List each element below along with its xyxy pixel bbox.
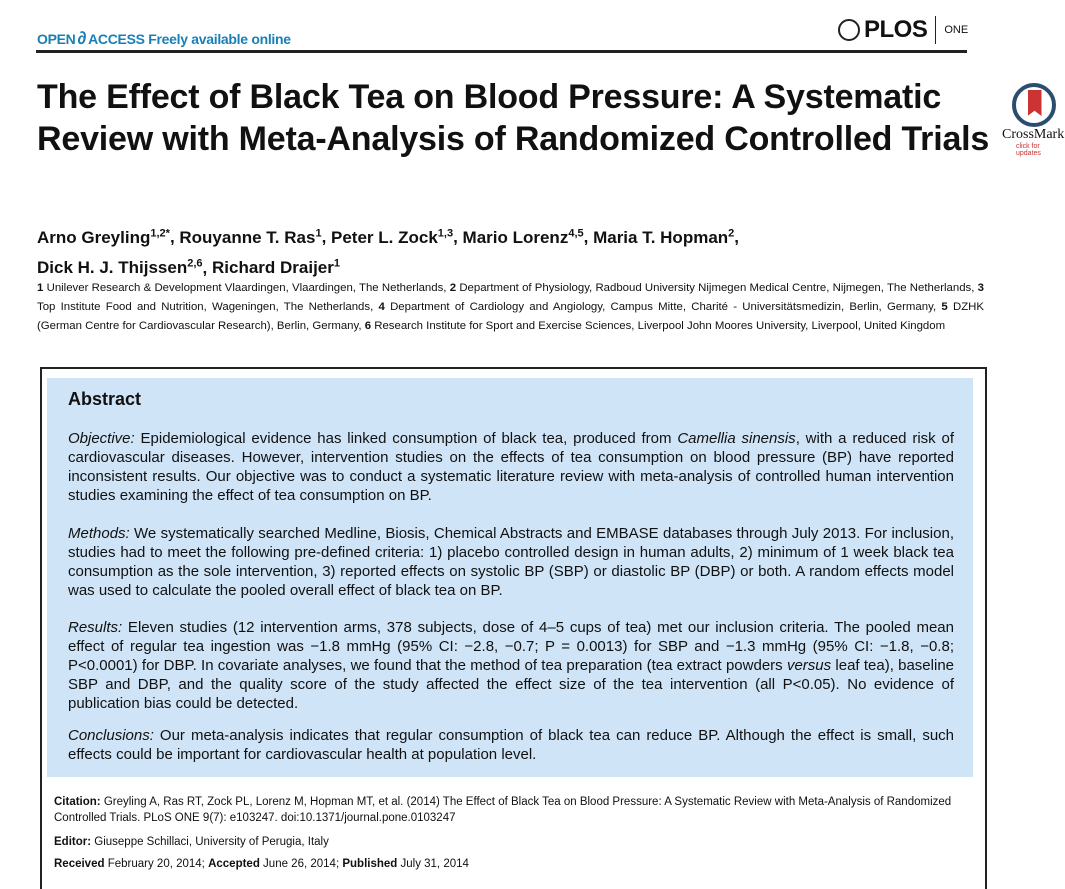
affiliation-text: DZHK (German Centre for Cardiovascular R… [37, 301, 984, 333]
affiliation-number: 3 [977, 282, 984, 294]
section-label: Results: [68, 619, 123, 636]
open-access-lock-icon: ∂ [77, 28, 87, 48]
section-label: Methods: [68, 525, 130, 542]
affiliation-text: Research Institute for Sport and Exercis… [374, 320, 946, 333]
editor-text: Giuseppe Schillaci, University of Perugi… [91, 836, 329, 848]
affiliation: 2 Department of Physiology, Radboud Univ… [450, 282, 978, 294]
section-text: leaf tea), baseline SBP and DBP, and the… [68, 657, 955, 712]
affiliation: 6 Research Institute for Sport and Exerc… [365, 320, 945, 332]
author-affiliation-marker: 1 [315, 227, 322, 239]
crossmark-label: CrossMark [1002, 127, 1065, 142]
open-label: OPEN [37, 31, 76, 47]
access-label: ACCESS [88, 31, 145, 47]
crossmark-icon [1011, 83, 1056, 127]
author-name: Arno Greyling [37, 227, 151, 247]
affiliation-text: Department of Cardiology and Angiology, … [390, 301, 937, 314]
affiliations: 1 Unilever Research & Development Vlaard… [37, 279, 984, 337]
citation-text: Greyling A, Ras RT, Zock PL, Lorenz M, H… [54, 796, 952, 824]
section-label: Objective: [68, 430, 135, 447]
tagline: Freely available online [148, 31, 291, 47]
citation: Citation: Greyling A, Ras RT, Zock PL, L… [54, 794, 974, 826]
section-emphasis: versus [786, 657, 832, 674]
abstract-panel [47, 378, 973, 777]
author-name: Peter L. Zock [331, 227, 438, 247]
abstract-methods: Methods: We systematically searched Medl… [68, 524, 954, 600]
author: Arno Greyling1,2* [37, 227, 170, 247]
abstract-heading: Abstract [68, 389, 142, 409]
affiliation: 5 DZHK (German Centre for Cardiovascular… [37, 301, 984, 332]
author-name: Dick H. J. Thijssen [37, 258, 188, 278]
affiliation-number: 4 [378, 301, 385, 314]
affiliation: 1 Unilever Research & Development Vlaard… [37, 282, 450, 294]
affiliation-text: Top Institute Food and Nutrition, Wageni… [37, 301, 374, 314]
abstract-conclusions: Conclusions: Our meta-analysis indicates… [68, 726, 954, 764]
open-access-banner: OPEN ∂ ACCESS Freely available online [37, 28, 291, 49]
citation-label: Citation: [54, 796, 101, 808]
section-text: We systematically searched Medline, Bios… [68, 525, 954, 599]
author-affiliation-marker: 1,3 [437, 227, 454, 239]
affiliation-text: Unilever Research & Development Vlaardin… [46, 282, 447, 294]
section-emphasis: Camellia sinensis [677, 430, 796, 447]
journal-sub: ONE [944, 24, 969, 36]
editor-label: Editor: [54, 836, 92, 848]
received-label: Received [54, 858, 105, 870]
section-text: Our meta-analysis indicates that regular… [68, 727, 954, 763]
editor: Editor: Giuseppe Schillaci, University o… [54, 834, 974, 850]
paper-title: The Effect of Black Tea on Blood Pressur… [37, 78, 990, 158]
logo-divider [935, 16, 937, 44]
accepted-date: June 26, 2014; [259, 858, 343, 870]
section-label: Conclusions: [68, 727, 154, 744]
received-date: February 20, 2014; [104, 858, 209, 870]
author-name: Maria T. Hopman [593, 227, 729, 247]
accepted-label: Accepted [208, 858, 260, 870]
abstract-results: Results: Eleven studies (12 intervention… [68, 618, 954, 713]
affiliation-number: 2 [449, 282, 457, 294]
header-rule [36, 50, 967, 53]
section-text: , with a reduced risk of cardiovascular … [68, 430, 954, 504]
journal-name: PLOS [864, 16, 928, 43]
author-affiliation-marker: 2 [728, 227, 735, 239]
dates: Received February 20, 2014; Accepted Jun… [54, 856, 974, 872]
author: Maria T. Hopman2 [593, 227, 735, 247]
author-affiliation-marker: 2,6 [187, 257, 203, 270]
author-list: Arno Greyling1,2*, Rouyanne T. Ras1, Pet… [37, 227, 740, 278]
affiliation-number: 1 [37, 282, 44, 294]
author-name: Richard Draijer [211, 258, 334, 278]
author: Peter L. Zock1,3 [331, 227, 454, 247]
abstract-frame [40, 367, 987, 889]
affiliation: 4 Department of Cardiology and Angiology… [378, 301, 941, 313]
affiliation-number: 5 [941, 301, 948, 314]
author: Dick H. J. Thijssen2,6 [37, 257, 203, 278]
crossmark-badge[interactable]: CrossMark click for updates [1002, 83, 1065, 157]
plos-globe-icon [838, 19, 860, 41]
published-label: Published [342, 858, 398, 870]
author-name: Rouyanne T. Ras [179, 227, 316, 247]
author-affiliation-marker: 1 [333, 257, 340, 270]
author-affiliation-marker: 4,5 [568, 227, 584, 239]
crossmark-sub: click for updates [1016, 143, 1041, 157]
section-text: Epidemiological evidence has linked cons… [134, 430, 678, 447]
author: Mario Lorenz4,5 [462, 227, 584, 247]
author-affiliation-marker: 1,2* [150, 227, 170, 239]
affiliation-number: 6 [364, 320, 372, 333]
affiliation-text: Department of Physiology, Radboud Univer… [459, 282, 975, 294]
affiliation: 3 Top Institute Food and Nutrition, Wage… [37, 282, 984, 313]
journal-logo: PLOS ONE [838, 16, 968, 44]
author-name: Mario Lorenz [462, 227, 569, 247]
author: Richard Draijer1 [211, 257, 340, 278]
section-text: Eleven studies (12 intervention arms, 37… [68, 619, 954, 674]
abstract-objective: Objective: Epidemiological evidence has … [68, 429, 954, 505]
author: Rouyanne T. Ras1 [179, 227, 322, 247]
published-date: July 31, 2014 [397, 858, 469, 870]
